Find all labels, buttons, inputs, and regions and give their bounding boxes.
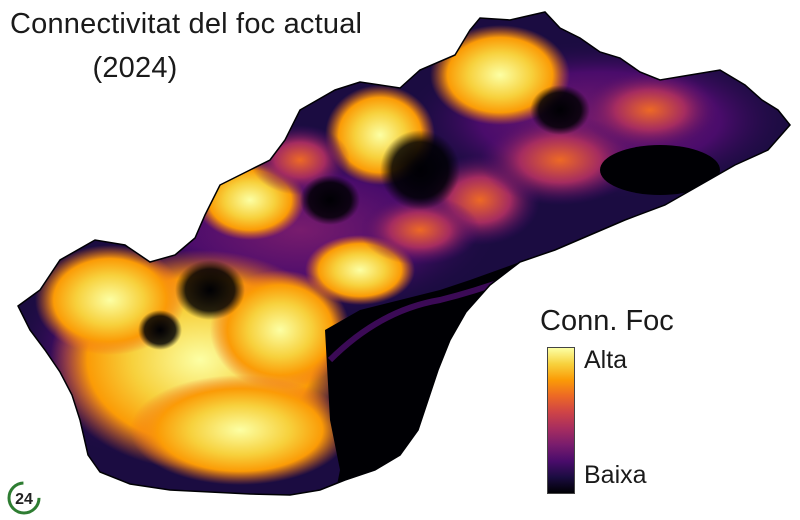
map-subtitle-year: (2024) (92, 52, 178, 84)
watermark-ring-icon (7, 481, 41, 515)
legend-title: Conn. Foc (540, 305, 674, 337)
map-title: Connectivitat del foc actual (10, 8, 363, 40)
legend-high-label: Alta (584, 346, 628, 374)
watermark-logo: 24 (7, 481, 41, 515)
region-outline (17, 11, 791, 496)
legend-low-label: Baixa (584, 461, 647, 489)
watermark-text: 24 (15, 491, 33, 508)
legend-colorbar (547, 347, 575, 494)
